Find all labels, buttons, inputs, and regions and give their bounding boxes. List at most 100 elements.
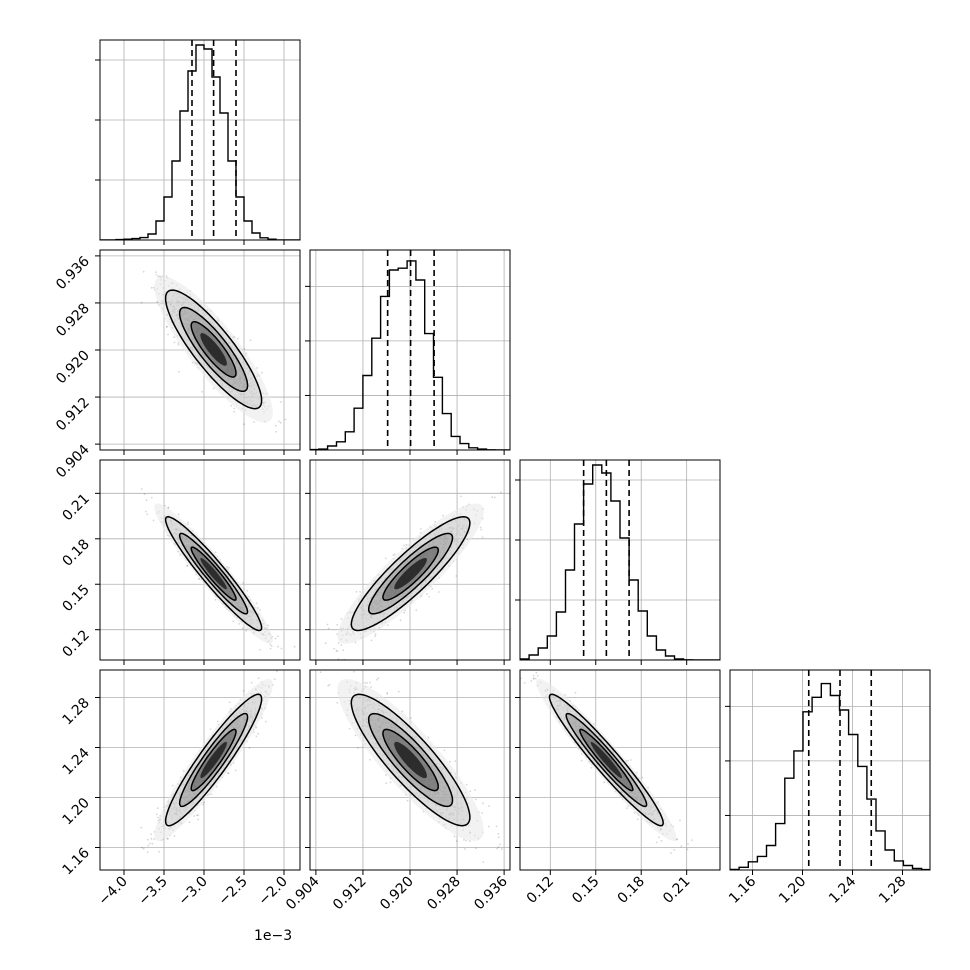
sample-point [233,407,236,410]
sample-point [253,421,255,423]
sample-point [324,642,327,645]
sample-point [261,371,263,374]
sample-point [293,645,296,648]
sample-point [140,301,143,304]
sample-point [336,623,339,626]
sample-point [237,337,239,340]
sample-point [480,528,483,531]
sample-point [393,553,396,556]
sample-point [269,647,272,650]
sample-point [140,488,143,490]
sample-point [265,720,267,723]
sample-point [142,270,145,273]
sample-point [333,647,336,650]
density-level-4 [394,558,427,590]
sample-point [403,544,405,547]
sample-point [173,341,176,344]
sample-point [146,851,149,853]
sample-point [481,536,484,539]
panel-frame [99,249,301,451]
sample-point [147,838,149,841]
panel-frame [729,669,931,871]
sample-point [150,286,153,289]
sample-point [232,620,235,623]
sample-point [146,513,149,516]
sample-point [214,551,217,553]
pair-content [140,670,278,853]
sample-point [228,567,230,569]
sample-point [143,493,146,496]
sample-point [246,590,249,592]
sample-point [284,418,287,421]
sample-point [279,421,282,424]
sample-point [243,423,246,426]
panel-frame [519,459,721,661]
sample-point [428,595,431,598]
sample-point [201,390,204,393]
sample-point [277,645,279,648]
panel-frame [309,249,511,451]
sample-point [250,681,253,684]
histogram-step [100,44,300,240]
sample-point [241,627,244,630]
histogram-step [730,682,930,870]
pair-panel-0-3 [95,669,301,875]
sample-point [209,728,212,731]
sample-point [165,326,168,328]
sample-point [370,639,373,642]
sample-point [280,647,283,650]
sample-point [270,645,273,647]
sample-point [238,623,241,625]
sample-point [426,593,428,596]
sample-point [355,590,358,593]
sample-point [374,633,377,636]
gridlines [100,40,300,240]
sample-point [166,325,168,328]
sample-point [177,344,180,346]
sample-point [403,612,406,614]
pair-content [324,491,502,660]
sample-point [249,339,252,342]
sample-point [500,491,502,494]
sample-point [203,801,206,804]
sample-point [277,635,279,638]
sample-point [210,793,213,796]
pair-panel-1-2 [305,459,511,665]
sample-point [259,609,261,611]
sample-point [167,506,170,509]
sample-point [248,747,251,749]
sample-point [255,735,258,738]
sample-point [337,642,340,644]
sample-point [256,367,258,369]
sample-point [255,602,258,605]
sample-point [233,410,236,413]
sample-point [153,838,155,840]
density-level-4 [200,333,227,366]
sample-point [156,813,158,815]
sample-point [491,496,494,499]
sample-point [420,528,422,530]
sample-point [327,627,330,630]
sample-point [150,496,153,499]
sample-point [242,582,245,584]
panel-frame [99,459,301,661]
sample-point [274,424,277,427]
sample-point [479,526,482,529]
sample-point [165,275,168,278]
sample-point [431,587,434,590]
sample-point [212,387,215,390]
sample-point [392,554,395,556]
sample-point [275,430,278,433]
hist-panel-1 [305,249,511,455]
sample-point [156,807,159,810]
sample-point [186,565,189,568]
sample-point [187,521,190,524]
sample-point [460,495,462,498]
sample-point [340,644,343,647]
pair-content [140,488,296,651]
sample-point [354,641,357,644]
sample-point [167,837,169,840]
panel-frame [99,39,301,241]
sample-point [155,271,157,274]
